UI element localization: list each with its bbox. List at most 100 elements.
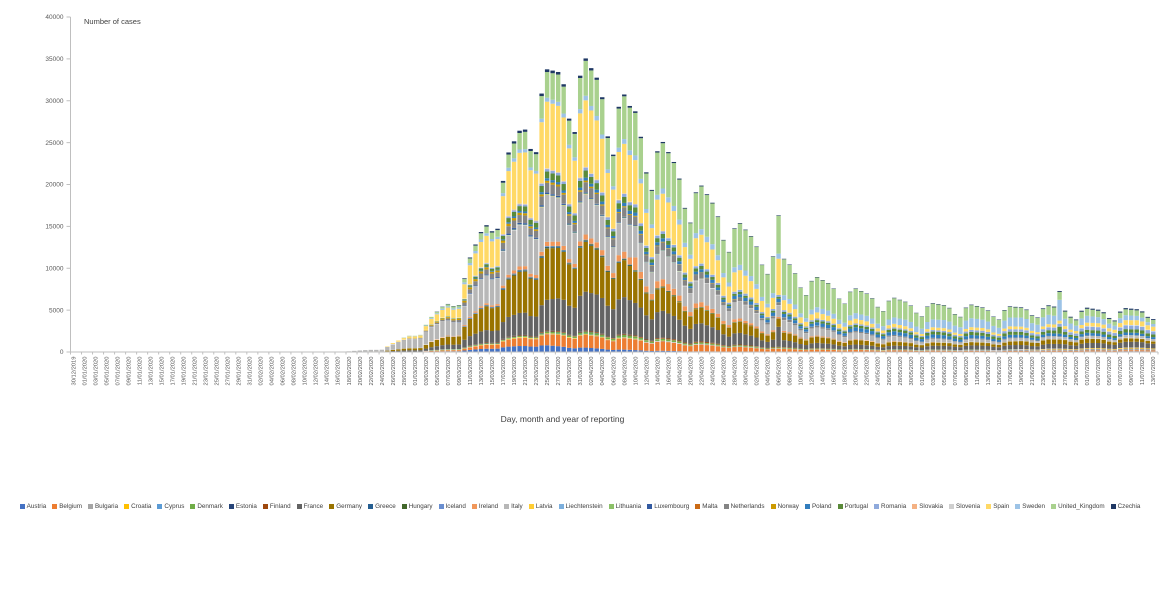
legend-item-Hungary: Hungary xyxy=(401,503,433,510)
bar-segment-Luxembourg xyxy=(489,278,495,280)
bar-segment-Italy xyxy=(903,337,908,342)
bar-segment-Luxembourg xyxy=(550,194,555,196)
bar-segment-Italy xyxy=(820,328,825,337)
bar-segment-Hungary xyxy=(682,310,688,312)
bar-segment-Czechia xyxy=(963,307,969,309)
bar-segment-Italy xyxy=(374,349,379,352)
bar-segment-Belgium xyxy=(1046,350,1051,352)
bar-segment-Italy xyxy=(765,324,770,335)
bar-segment-Netherlands xyxy=(429,325,434,327)
x-tick-label: 18/04/2020 xyxy=(677,357,683,386)
bar-segment-Italy xyxy=(963,340,969,343)
bar-segment-Sweden xyxy=(451,308,456,310)
bar-segment-Italy xyxy=(489,279,495,306)
bar-segment-Portugal xyxy=(511,211,517,217)
bar-segment-France xyxy=(870,345,875,350)
bar-segment-Austria xyxy=(566,347,572,352)
bar-segment-Portugal xyxy=(870,328,875,332)
bar-segment-France xyxy=(401,350,407,352)
bar-segment-Spain xyxy=(429,318,434,325)
bar-segment-Portugal xyxy=(555,175,561,183)
bar-segment-Spain xyxy=(781,300,787,311)
bar-segment-Netherlands xyxy=(572,224,577,232)
bar-segment-United_Kingdom xyxy=(1123,309,1128,316)
bar-segment-Bulgaria xyxy=(1140,348,1145,351)
bar-segment-Ireland xyxy=(633,257,638,271)
bar-segment-Italy xyxy=(919,342,925,345)
bar-segment-Finland xyxy=(600,333,605,335)
bar-segment-Netherlands xyxy=(996,342,1002,343)
bar-segment-Italy xyxy=(577,203,583,242)
bar-segment-Spain xyxy=(445,307,451,317)
bar-segment-Portugal xyxy=(1002,333,1007,337)
bar-segment-Portugal xyxy=(836,329,842,332)
bar-segment-Portugal xyxy=(985,333,991,337)
bar-segment-Netherlands xyxy=(947,339,952,341)
bar-segment-Sweden xyxy=(1051,315,1057,325)
bar-segment-United_Kingdom xyxy=(941,305,947,321)
bar-segment-Italy xyxy=(500,251,506,286)
bar-segment-Poland xyxy=(919,339,925,342)
bar-segment-Sweden xyxy=(440,308,445,310)
bar-segment-Germany xyxy=(864,341,869,346)
bar-segment-United_Kingdom xyxy=(506,154,511,168)
bar-segment-United_Kingdom xyxy=(914,313,919,327)
bar-segment-Belgium xyxy=(429,350,434,352)
bar-segment-Czechia xyxy=(462,278,467,279)
bar-segment-Norway xyxy=(511,218,517,221)
bar-segment-United_Kingdom xyxy=(522,131,528,150)
bar-segment-Spain xyxy=(1040,326,1046,330)
bar-segment-Germany xyxy=(440,337,445,346)
bar-segment-Netherlands xyxy=(605,228,610,237)
cases-stacked-bar-chart: 0500010000150002000025000300003500040000… xyxy=(45,14,1159,386)
bar-segment-France xyxy=(627,300,632,335)
bar-segment-Czechia xyxy=(1134,309,1139,311)
bar-segment-Czechia xyxy=(1123,308,1128,310)
bar-segment-Belgium xyxy=(467,347,473,350)
bar-segment-United_Kingdom xyxy=(781,259,787,296)
bar-segment-Italy xyxy=(1079,337,1084,340)
bar-segment-Czechia xyxy=(1002,310,1007,311)
bar-segment-Portugal xyxy=(1090,330,1095,334)
bar-segment-Sweden xyxy=(831,313,836,319)
bar-segment-Czechia xyxy=(1040,308,1046,310)
bar-segment-Sweden xyxy=(478,239,484,243)
bar-segment-Belgium xyxy=(792,349,798,352)
bar-segment-France xyxy=(1151,343,1156,349)
bar-segment-United_Kingdom xyxy=(787,264,792,299)
bar-segment-Poland xyxy=(699,269,704,273)
bar-segment-Croatia xyxy=(511,338,517,339)
bar-segment-Hungary xyxy=(577,246,583,248)
bar-segment-Spain xyxy=(1007,326,1013,330)
bar-segment-Belgium xyxy=(1134,350,1139,352)
bar-segment-France xyxy=(660,310,666,338)
bar-segment-Germany xyxy=(952,344,958,347)
bar-segment-Belgium xyxy=(886,350,891,352)
bar-segment-France xyxy=(506,316,511,337)
bar-segment-France xyxy=(511,314,517,336)
bar-segment-Denmark xyxy=(814,348,820,350)
bar-segment-United_Kingdom xyxy=(478,233,484,240)
bar-segment-Finland xyxy=(638,336,644,338)
bar-segment-France xyxy=(792,342,798,348)
bar-segment-Spain xyxy=(517,152,522,204)
bar-segment-United_Kingdom xyxy=(611,156,616,187)
bar-segment-Bulgaria xyxy=(1145,349,1150,351)
bar-segment-Italy xyxy=(363,350,368,352)
bar-segment-Poland xyxy=(1002,336,1007,339)
bar-segment-Poland xyxy=(550,180,555,183)
bar-segment-Netherlands xyxy=(897,335,902,337)
bar-segment-Belgium xyxy=(440,350,445,352)
bar-segment-Sweden xyxy=(572,157,577,161)
bar-segment-Denmark xyxy=(456,349,462,351)
bar-segment-Germany xyxy=(941,342,947,346)
bar-segment-Finland xyxy=(732,344,737,346)
bar-segment-Poland xyxy=(1084,332,1090,336)
y-axis-title: Number of cases xyxy=(84,17,141,26)
bar-segment-Italy xyxy=(396,342,401,350)
bar-segment-Italy xyxy=(385,347,390,351)
bar-segment-United_Kingdom xyxy=(699,186,704,230)
bar-segment-Luxembourg xyxy=(478,278,484,280)
bar-segment-Austria xyxy=(660,350,666,352)
bar-segment-Denmark xyxy=(622,334,627,338)
